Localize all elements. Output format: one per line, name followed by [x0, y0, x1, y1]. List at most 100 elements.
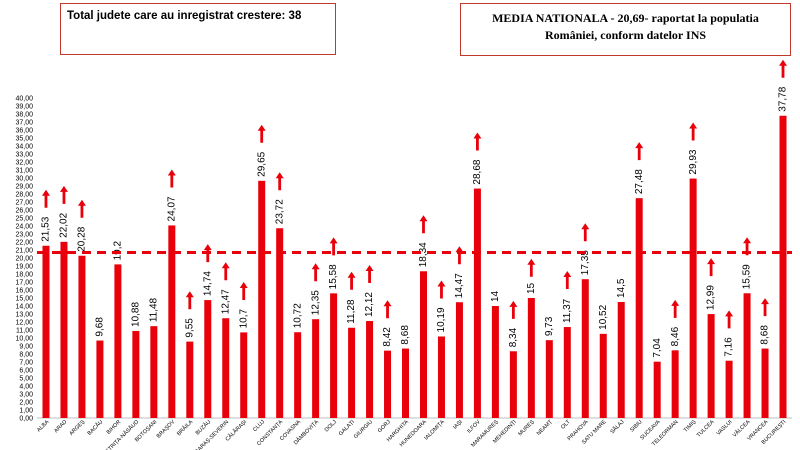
- x-tick-label: SĂLAJ: [609, 418, 626, 435]
- y-tick-label: 35,00: [15, 136, 33, 143]
- bar-value-label: 12,47: [220, 289, 231, 314]
- bar-value-label: 14,47: [454, 273, 465, 298]
- increase-arrow-icon: [311, 263, 320, 282]
- y-tick-label: 32,00: [15, 160, 33, 167]
- increase-arrow-icon: [761, 298, 770, 317]
- increase-arrow-icon: [275, 172, 284, 191]
- bar-value-label: 9,73: [544, 316, 555, 336]
- y-tick-label: 1,00: [19, 408, 33, 415]
- y-tick-label: 33,00: [15, 152, 33, 159]
- bar: [581, 279, 589, 418]
- y-tick-label: 10,00: [15, 336, 33, 343]
- y-tick-label: 9,00: [19, 344, 33, 351]
- national-average-line1: MEDIA NATIONALA - 20,69- raportat la pop…: [492, 11, 759, 25]
- x-tick-label: OLT: [560, 419, 572, 431]
- x-tick-label: ALBA: [36, 419, 50, 433]
- y-tick-label: 34,00: [15, 144, 33, 151]
- bar: [455, 302, 463, 418]
- increase-arrow-icon: [509, 300, 518, 319]
- y-tick-label: 16,00: [15, 288, 33, 295]
- bar: [42, 245, 50, 418]
- bar-value-label: 11,48: [148, 297, 159, 322]
- bar-value-label: 24,07: [166, 196, 177, 221]
- y-tick-label: 18,00: [15, 272, 33, 279]
- bar: [419, 271, 427, 418]
- x-tick-label: TIMIȘ: [683, 419, 698, 434]
- bar: [725, 360, 733, 418]
- increase-arrow-icon: [581, 223, 590, 242]
- bar: [635, 198, 643, 418]
- national-average-line2: României, conform datelor INS: [544, 28, 707, 42]
- bar: [222, 318, 230, 418]
- bar: [114, 264, 122, 418]
- x-tick-label: ARAD: [53, 419, 68, 434]
- bar: [96, 340, 104, 418]
- y-tick-label: 28,00: [15, 192, 33, 199]
- increase-arrow-icon: [707, 258, 716, 277]
- y-tick-label: 26,00: [15, 208, 33, 215]
- increase-arrow-icon: [185, 291, 194, 310]
- y-tick-label: 7,00: [19, 360, 33, 367]
- increase-arrow-icon: [41, 189, 50, 208]
- bar: [779, 115, 787, 418]
- x-tick-label: SIBIU: [629, 419, 643, 433]
- bar-value-label: 8,34: [508, 327, 519, 347]
- bar-value-label: 20,28: [77, 226, 88, 251]
- bar: [276, 228, 284, 418]
- national-average-box: MEDIA NATIONALA - 20,69- raportat la pop…: [460, 3, 791, 56]
- increase-arrow-icon: [671, 299, 680, 318]
- bar-value-label: 10,19: [436, 307, 447, 332]
- bar: [689, 178, 697, 418]
- y-tick-label: 30,00: [15, 176, 33, 183]
- bar-value-label: 9,55: [184, 318, 195, 338]
- increase-arrow-icon: [383, 300, 392, 319]
- increase-arrow-icon: [689, 122, 698, 141]
- y-tick-label: 24,00: [15, 224, 33, 231]
- bar-value-label: 11,28: [346, 299, 357, 324]
- bar: [653, 361, 661, 418]
- y-tick-label: 12,00: [15, 320, 33, 327]
- bar: [78, 255, 86, 418]
- x-tick-label: GIURGIU: [353, 419, 374, 440]
- increase-arrow-icon: [419, 215, 428, 234]
- x-tick-label: GORJ: [377, 419, 392, 434]
- increase-arrow-icon: [779, 59, 788, 78]
- bar: [509, 351, 517, 418]
- y-tick-label: 14,00: [15, 304, 33, 311]
- bar-value-label: 15,59: [742, 264, 753, 289]
- bar-value-label: 7,16: [724, 337, 735, 357]
- y-tick-label: 15,00: [15, 296, 33, 303]
- increase-arrow-icon: [77, 199, 86, 218]
- bar: [150, 326, 158, 418]
- y-tick-label: 23,00: [15, 232, 33, 239]
- bar: [545, 340, 553, 418]
- y-tick-label: 38,00: [15, 112, 33, 119]
- increase-arrow-icon: [59, 185, 68, 204]
- x-tick-label: BRAȘOV: [156, 419, 177, 440]
- x-tick-label: BUZĂU: [194, 418, 212, 436]
- x-tick-label: ILFOV: [466, 419, 482, 435]
- bar: [437, 336, 445, 418]
- bar: [599, 333, 607, 418]
- increase-arrow-icon: [527, 258, 536, 277]
- bar: [527, 298, 535, 418]
- increase-arrow-icon: [257, 124, 266, 143]
- increase-arrow-icon: [167, 169, 176, 188]
- x-tick-label: BRĂILA: [175, 418, 194, 437]
- bar-value-label: 15,58: [328, 264, 339, 289]
- bar-value-label: 28,68: [472, 159, 483, 184]
- bar-value-label: 15: [526, 282, 537, 294]
- total-increase-text: Total judete care au inregistrat crester…: [67, 10, 302, 22]
- x-tick-label: BIHOR: [106, 419, 123, 436]
- x-tick-label: IALOMIȚA: [423, 419, 446, 442]
- bar-value-label: 12,35: [310, 290, 321, 315]
- bar: [671, 350, 679, 418]
- x-tick-label: IAȘI: [452, 419, 464, 431]
- bar: [761, 348, 769, 418]
- bar: [402, 348, 410, 418]
- y-tick-label: 17,00: [15, 280, 33, 287]
- increase-arrow-icon: [221, 262, 230, 281]
- y-tick-label: 27,00: [15, 200, 33, 207]
